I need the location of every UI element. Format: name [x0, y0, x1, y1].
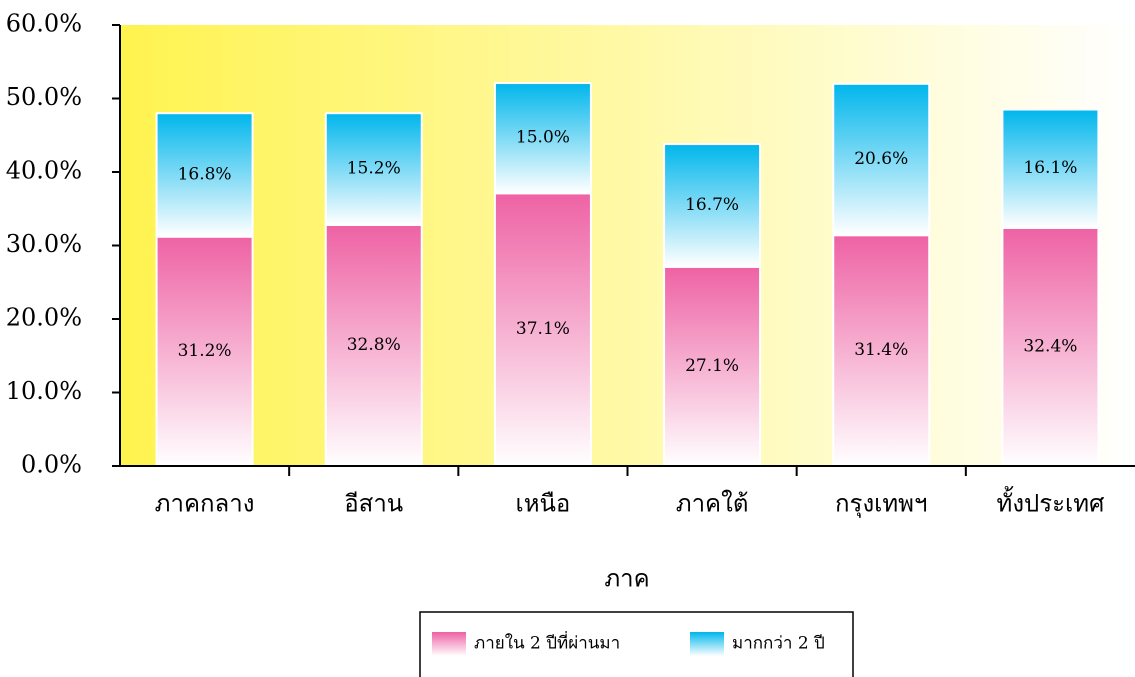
legend-swatch: [432, 632, 466, 656]
value-label: 37.1%: [516, 319, 570, 339]
x-tick-label: ทั้งประเทศ: [997, 486, 1105, 518]
x-tick-label: กรุงเทพฯ: [835, 490, 927, 519]
y-tick-label: 10.0%: [6, 377, 82, 405]
bar-segment: [155, 112, 254, 238]
bar-segment: [493, 192, 592, 467]
bar-segment: [324, 112, 423, 226]
bar-segment: [1001, 108, 1100, 229]
x-tick-label: ภาคใต้: [676, 490, 749, 518]
bar-segment: [1001, 226, 1100, 467]
x-tick-label: เหนือ: [515, 490, 570, 518]
y-tick-label: 40.0%: [6, 157, 82, 185]
value-label: 31.4%: [854, 340, 908, 360]
bar-segment: [493, 82, 592, 195]
bar-segment: [832, 82, 931, 237]
y-tick-label: 0.0%: [21, 451, 82, 479]
value-label: 15.2%: [347, 159, 401, 179]
x-axis-title: ภาค: [604, 565, 649, 593]
value-label: 16.7%: [685, 195, 739, 215]
value-label: 15.0%: [516, 128, 570, 148]
y-tick-label: 50.0%: [6, 83, 82, 111]
x-tick-label: ภาคกลาง: [155, 490, 255, 518]
x-tick-label: อีสาน: [344, 490, 403, 518]
y-tick-label: 30.0%: [6, 230, 82, 258]
legend-swatch: [690, 632, 724, 656]
value-label: 31.2%: [178, 341, 232, 361]
legend-label: มากกว่า 2 ปี: [732, 634, 825, 654]
bar-segment: [155, 235, 254, 467]
bar-segment: [663, 143, 762, 268]
value-label: 16.1%: [1023, 158, 1077, 178]
legend-label: ภายใน 2 ปีที่ผ่านมา: [474, 631, 620, 654]
legend-box: [419, 611, 854, 677]
plot-background: [120, 25, 1135, 466]
y-tick-label: 60.0%: [6, 10, 82, 38]
y-tick-label: 20.0%: [6, 304, 82, 332]
value-label: 32.8%: [347, 335, 401, 355]
bar-segment: [832, 234, 931, 467]
bar-segment: [663, 265, 762, 467]
value-label: 27.1%: [685, 356, 739, 376]
value-label: 32.4%: [1023, 336, 1077, 356]
value-label: 16.8%: [178, 164, 232, 184]
value-label: 20.6%: [854, 149, 908, 169]
